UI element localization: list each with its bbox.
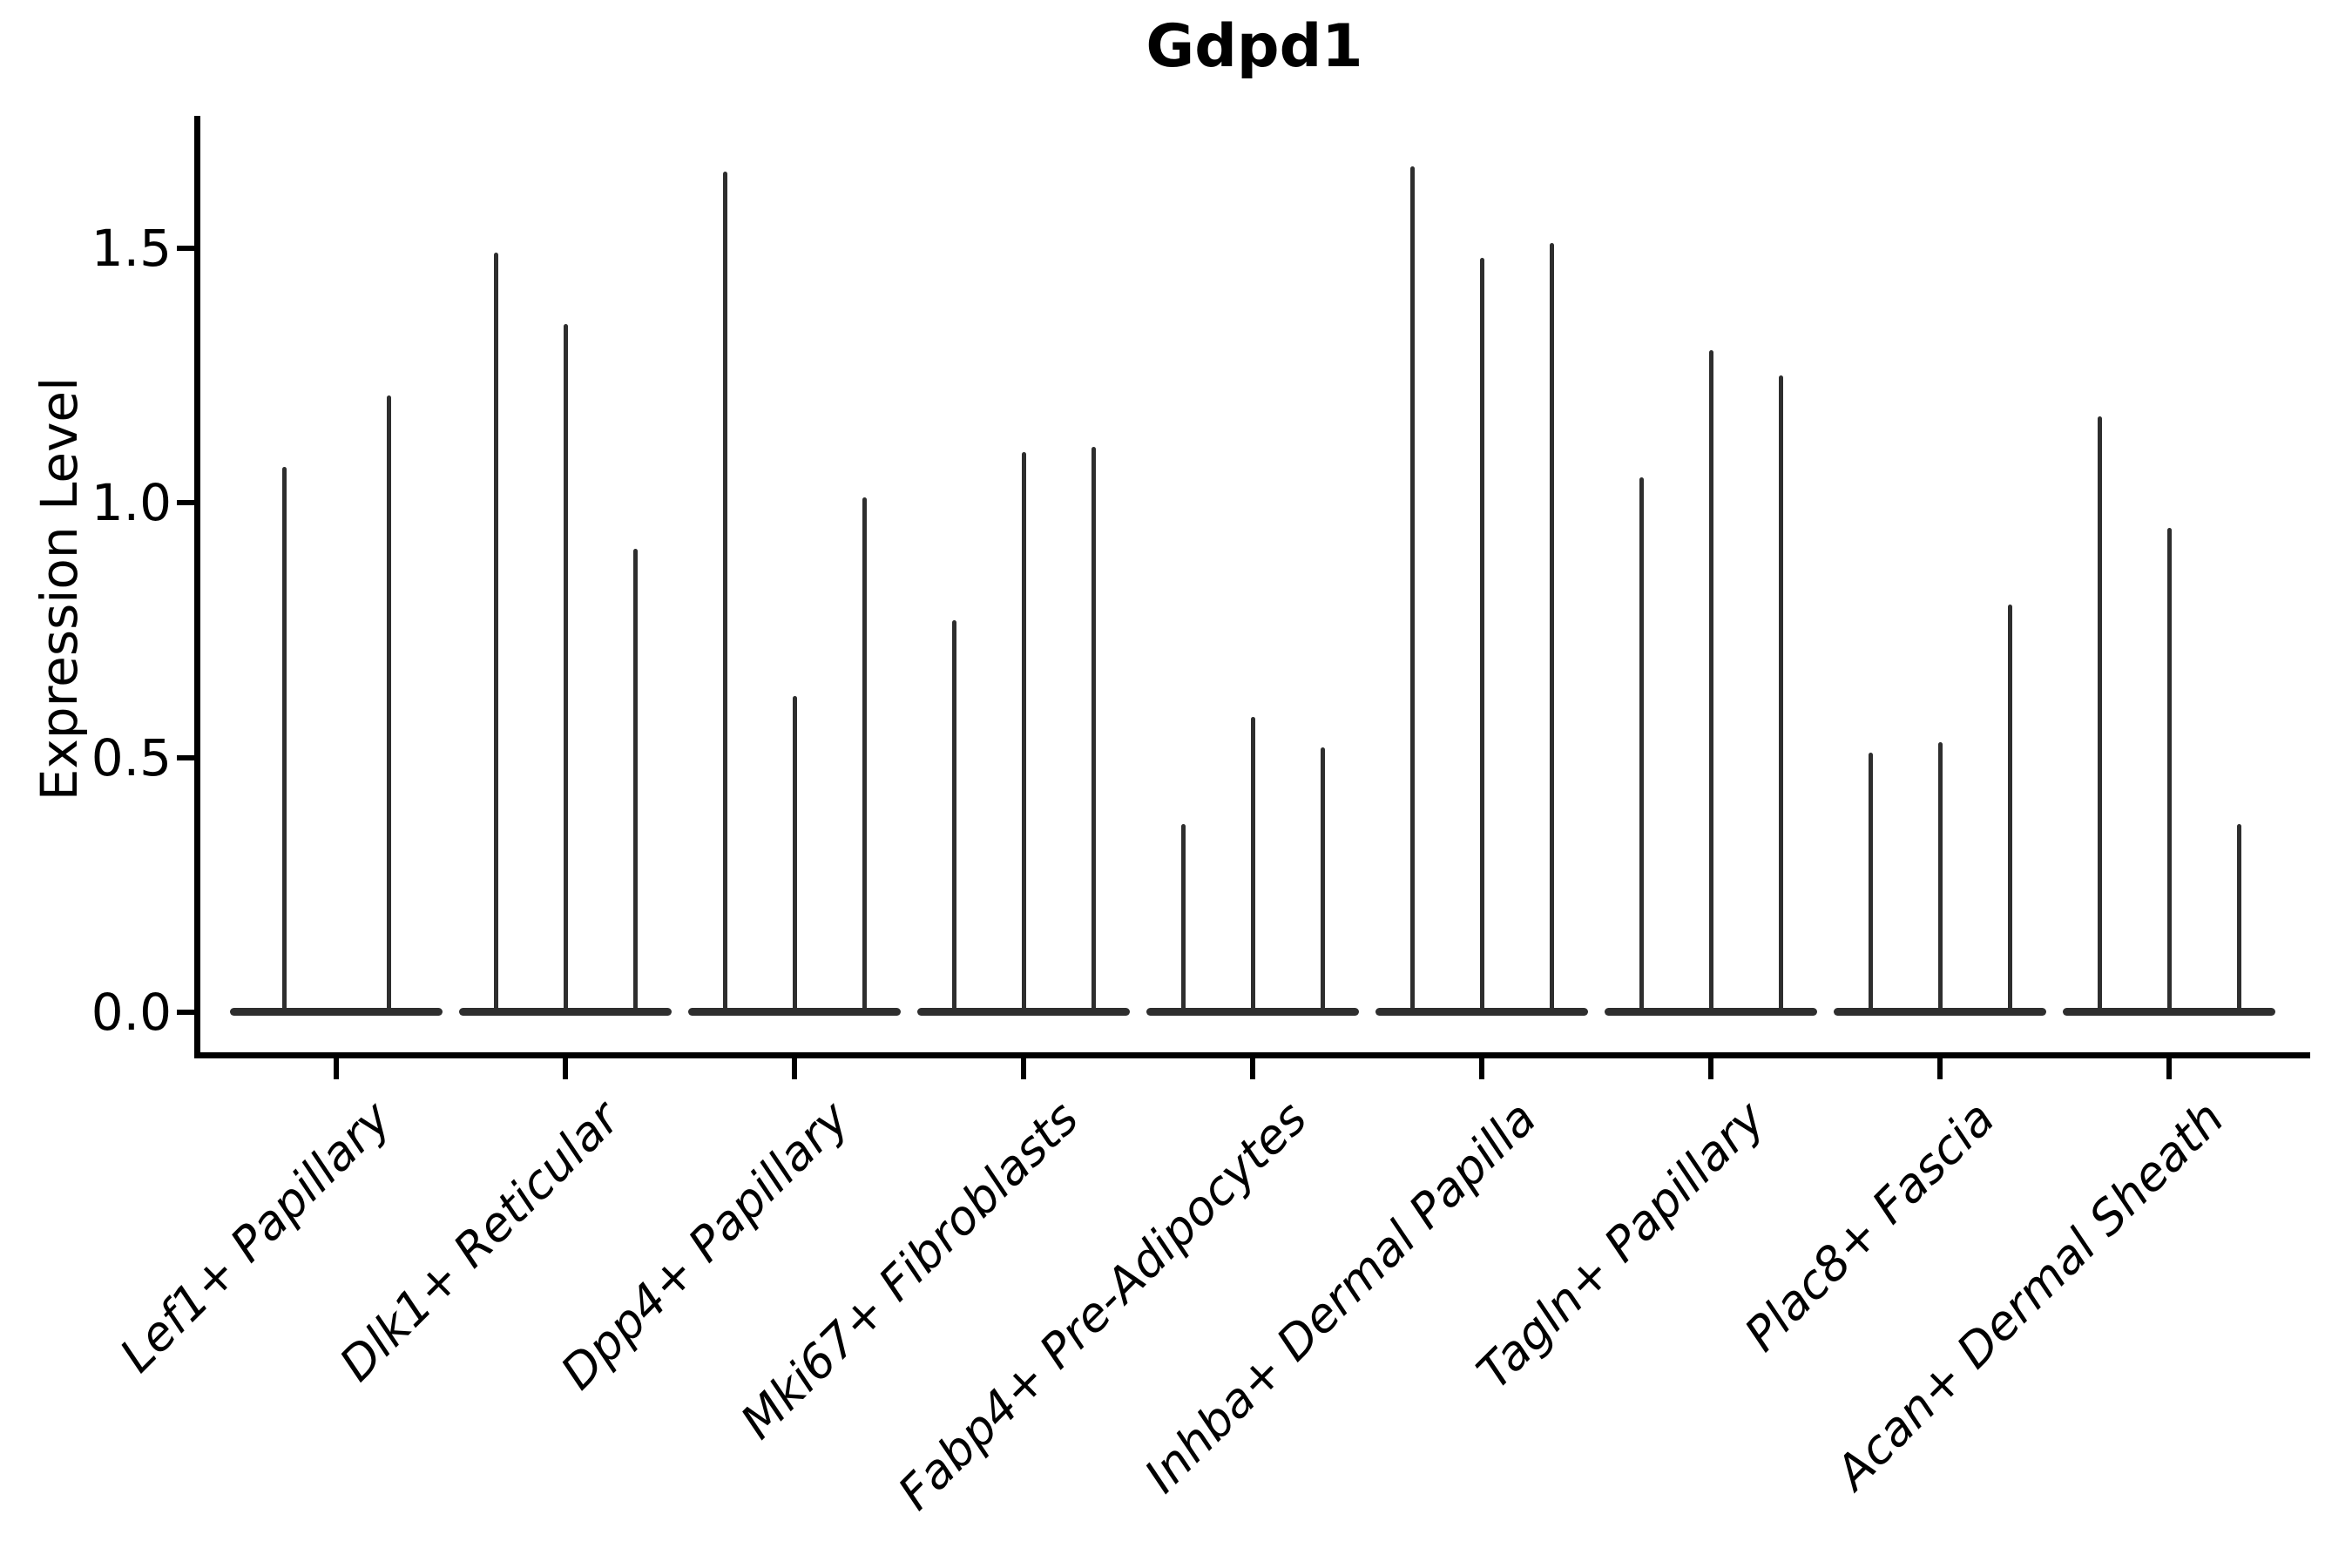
violin-spike [951,619,956,1014]
violin-spike [563,324,568,1014]
y-axis-line [194,116,200,1058]
violin-spike [493,253,498,1014]
x-tick [2166,1058,2172,1079]
violin-spike [1091,446,1096,1014]
violin-spike [1937,741,1943,1014]
violin-spike [281,467,287,1014]
violin-spike [632,548,638,1014]
violin-base [230,1008,443,1016]
violin-spike [1409,166,1415,1014]
y-tick [177,1010,194,1015]
x-tick-label: Fabp4+ Pre-Adipocytes [888,1091,1318,1521]
violin-spike [2236,823,2241,1014]
y-tick-label: 0.5 [91,727,172,787]
x-tick-label: Acan+ Dermal Sheath [1824,1091,2234,1500]
violin-spike [1639,476,1644,1014]
x-tick [1021,1058,1026,1079]
violin-spike [792,696,797,1014]
y-tick [177,500,194,505]
x-tick [1250,1058,1255,1079]
violin-spike [1708,349,1713,1014]
x-tick [792,1058,797,1079]
violin-spike [1778,375,1783,1014]
x-tick [1708,1058,1713,1079]
violin-spike [1021,451,1026,1014]
y-tick-label: 1.0 [91,473,172,532]
x-tick [334,1058,339,1079]
x-tick [563,1058,568,1079]
violin-spike [1549,242,1554,1014]
violin-spike [1479,258,1484,1014]
y-tick-label: 0.0 [91,983,172,1042]
violin-spike [1868,752,1873,1014]
x-axis-line [194,1052,2310,1058]
violin-spike [722,171,727,1014]
violin-spike [2166,528,2172,1014]
y-tick-label: 1.5 [91,218,172,278]
violin-spike [1180,823,1186,1014]
chart-title: Gdpd1 [1146,12,1363,81]
y-tick [177,245,194,251]
violin-spike [1250,716,1255,1014]
x-tick [1937,1058,1943,1079]
x-tick [1479,1058,1484,1079]
x-tick-label: Inhba+ Dermal Papilla [1133,1091,1547,1504]
violin-spike [386,395,391,1014]
violin-spike [2007,605,2012,1014]
y-tick [177,754,194,760]
violin-spike [1320,747,1325,1014]
violin-spike [862,497,867,1014]
violin-spike [2097,416,2102,1014]
